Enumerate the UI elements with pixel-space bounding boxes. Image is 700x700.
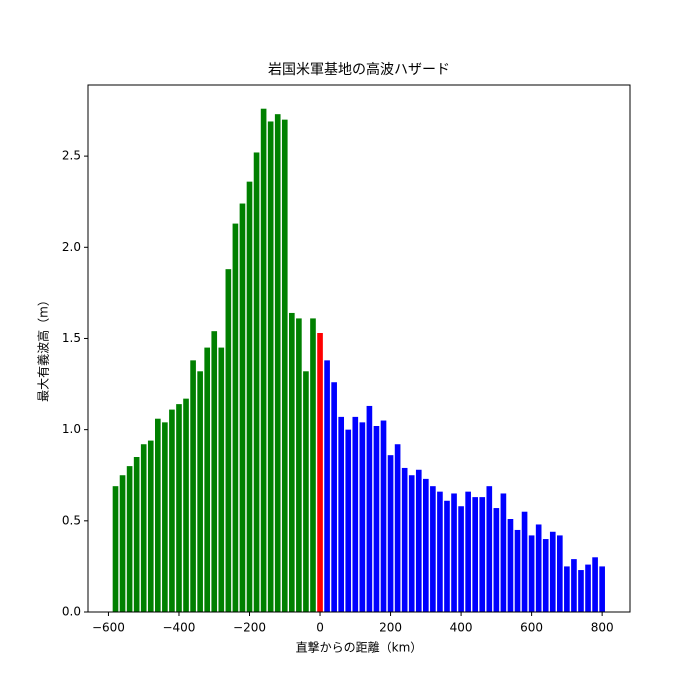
bar <box>479 497 486 612</box>
bar <box>352 416 359 612</box>
bar <box>472 497 479 612</box>
bar <box>415 469 422 612</box>
bar <box>303 371 309 612</box>
y-tick-label: 2.5 <box>62 149 81 163</box>
x-tick-label: −400 <box>162 621 195 635</box>
x-axis-label: 直撃からの距離（km） <box>296 640 423 655</box>
bar <box>359 422 366 612</box>
bar <box>549 531 556 612</box>
bar <box>253 152 260 612</box>
bar <box>599 566 605 612</box>
bar <box>521 511 528 612</box>
x-tick-label: 0 <box>316 621 324 635</box>
bar <box>380 420 387 612</box>
x-tick-label: −600 <box>92 621 125 635</box>
bar <box>542 539 549 612</box>
bar <box>310 318 316 612</box>
bar <box>465 491 471 612</box>
bar <box>408 475 415 612</box>
x-tick-label: 200 <box>379 621 402 635</box>
bar <box>486 486 493 612</box>
bar <box>444 500 450 612</box>
bar <box>401 467 408 612</box>
bar <box>274 114 281 613</box>
y-axis-label: 最大有義波高（m） <box>36 294 51 402</box>
bar <box>232 223 239 612</box>
bar <box>528 535 535 612</box>
bar <box>493 508 500 612</box>
bar <box>218 347 225 612</box>
bar <box>458 506 464 612</box>
bar <box>260 108 267 613</box>
x-tick-label: 800 <box>591 621 614 635</box>
bar <box>500 493 507 612</box>
bar <box>324 360 330 612</box>
bar <box>197 371 203 612</box>
bar <box>176 404 182 612</box>
bar <box>394 444 401 612</box>
bar <box>204 347 211 612</box>
bar <box>578 570 584 612</box>
y-tick-label: 1.0 <box>62 422 81 436</box>
bar <box>592 557 598 612</box>
bar <box>451 493 457 612</box>
bar <box>133 457 140 612</box>
bar <box>557 535 563 612</box>
bar <box>366 405 373 612</box>
bar <box>507 519 514 612</box>
x-tick-label: 400 <box>450 621 473 635</box>
bar <box>190 360 196 612</box>
bar <box>338 416 345 612</box>
bar <box>162 422 168 612</box>
bar <box>430 486 436 612</box>
bar <box>225 269 232 612</box>
bar <box>423 478 429 612</box>
bar <box>119 475 126 612</box>
bar <box>514 529 521 612</box>
bar <box>387 455 394 612</box>
bar <box>147 440 154 612</box>
y-tick-label: 1.5 <box>62 331 81 345</box>
bar <box>535 524 542 612</box>
y-tick-label: 0.0 <box>62 605 81 619</box>
bar <box>289 312 295 612</box>
bar <box>317 333 323 612</box>
bar <box>437 491 443 612</box>
bar <box>211 331 218 612</box>
bar <box>571 559 577 612</box>
bar <box>296 318 302 612</box>
bar <box>331 382 337 612</box>
chart-title: 岩国米軍基地の高波ハザード <box>268 61 450 78</box>
plot-frame <box>87 84 631 613</box>
bar <box>281 119 288 612</box>
bar <box>239 203 246 612</box>
bar <box>112 486 119 612</box>
bar <box>169 409 175 612</box>
bar <box>345 429 352 612</box>
y-tick-label: 0.5 <box>62 513 81 527</box>
bar <box>183 398 189 612</box>
bar <box>564 566 570 612</box>
bar <box>140 444 147 612</box>
bar <box>585 564 591 612</box>
x-tick-label: −200 <box>233 621 266 635</box>
x-tick-label: 600 <box>520 621 543 635</box>
bar <box>267 121 274 613</box>
bar <box>126 466 133 612</box>
bar <box>155 418 161 612</box>
bar <box>373 426 380 612</box>
bar <box>246 181 253 612</box>
y-tick-label: 2.0 <box>62 240 81 254</box>
